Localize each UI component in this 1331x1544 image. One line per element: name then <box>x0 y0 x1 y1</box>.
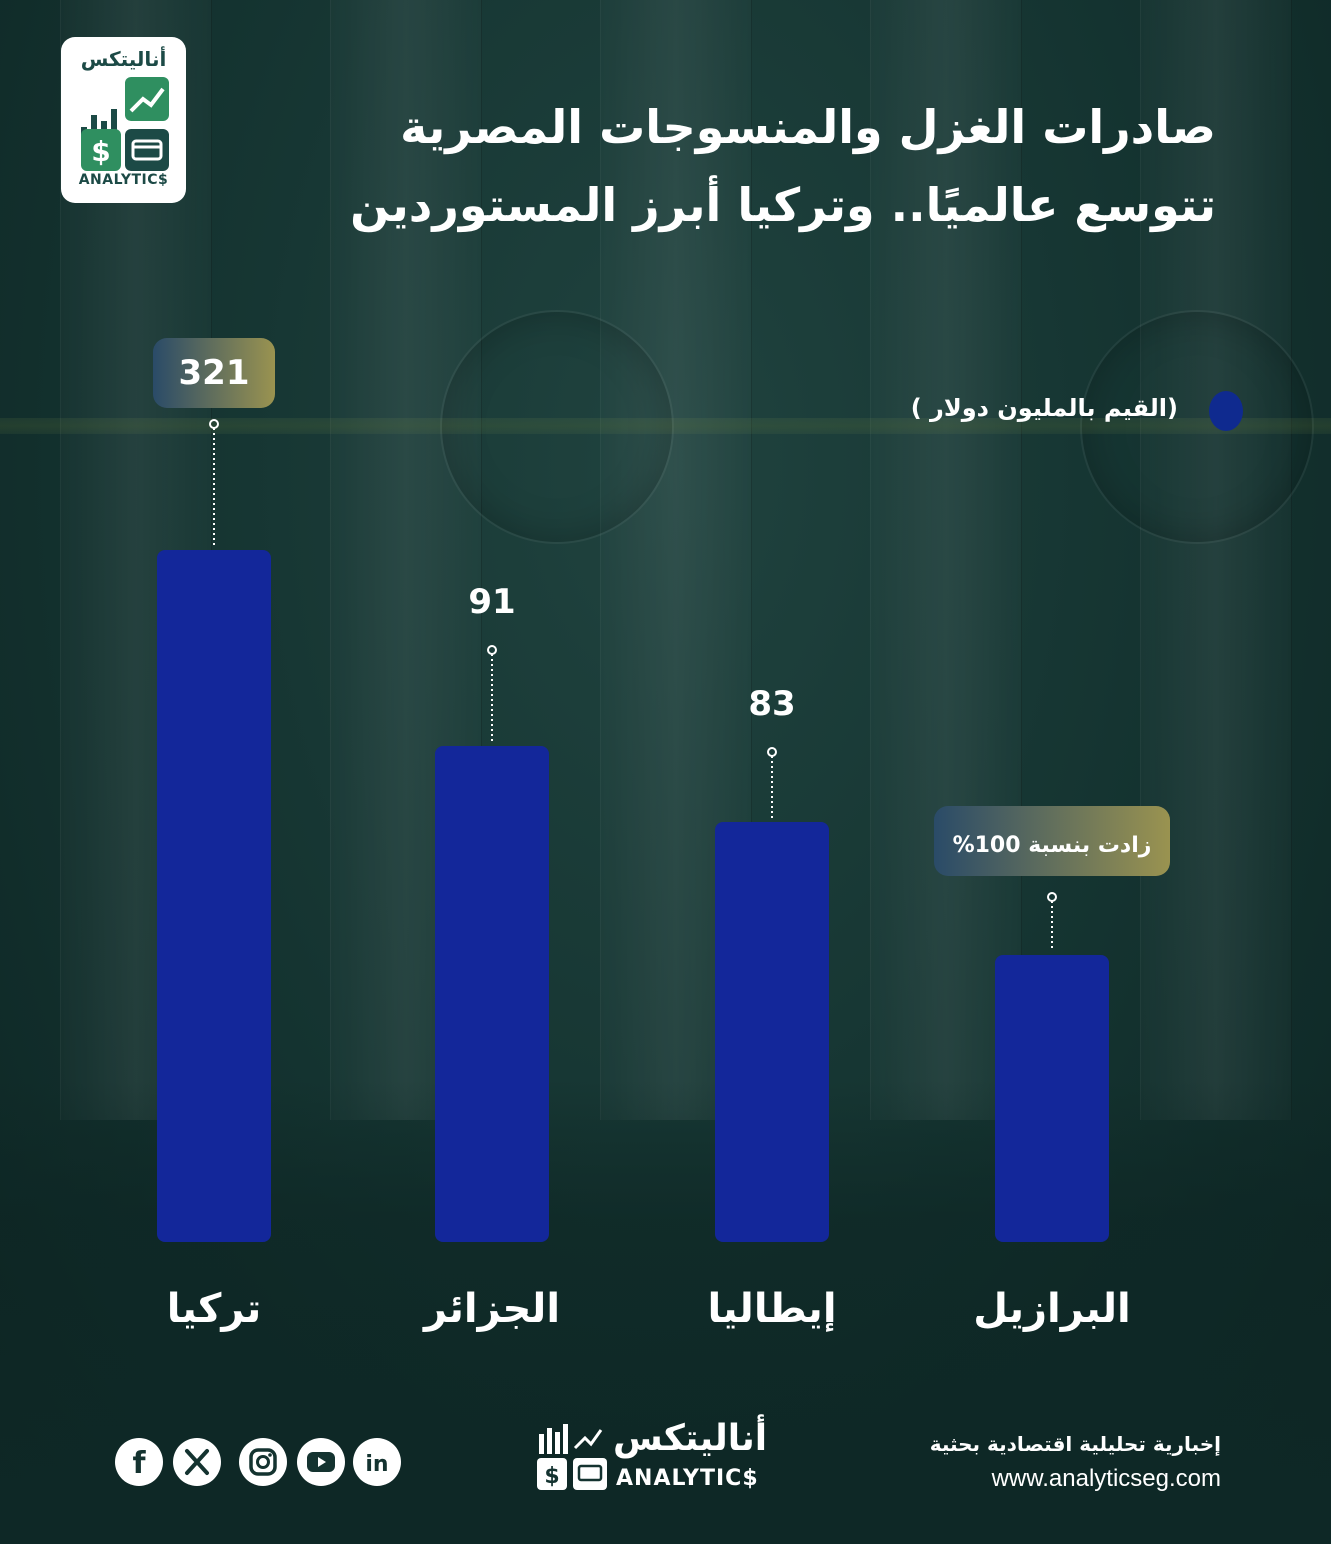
background-seal <box>440 310 674 544</box>
footer-logo-icon: $ <box>537 1424 607 1490</box>
bar-2 <box>715 822 829 1242</box>
bar-connector-dot-0 <box>209 419 219 429</box>
category-label-3: البرازيل <box>973 1286 1130 1332</box>
title-line-1: صادرات الغزل والمنسوجات المصرية <box>400 100 1216 154</box>
svg-text:$: $ <box>91 135 110 168</box>
bar-chart: 321 تركيا 91 الجزائر 83 إيطاليا زادت بنسبة 100… <box>153 338 1170 1332</box>
youtube-icon[interactable] <box>297 1438 345 1486</box>
bar-connector-dot-2 <box>767 747 777 757</box>
background-decoration <box>1140 0 1292 1120</box>
footer-logo-arabic: أناليتكس <box>613 1418 768 1459</box>
brand-logo-arabic: أناليتكس <box>80 47 167 71</box>
bar-3 <box>995 955 1109 1242</box>
svg-text:in: in <box>365 1452 388 1477</box>
legend-label: (القيم بالمليون دولار ) <box>910 394 1178 422</box>
instagram-icon[interactable] <box>239 1438 287 1486</box>
bar-connector-dot-3 <box>1047 892 1057 902</box>
background-seal <box>1080 310 1314 544</box>
background-rope <box>0 418 1331 434</box>
footer-tagline: إخبارية تحليلية اقتصادية بحثية <box>929 1432 1221 1456</box>
background-decoration <box>870 0 1022 1120</box>
facebook-icon[interactable]: f <box>115 1438 163 1486</box>
chart-logo-icon: $ <box>81 77 169 171</box>
bar-connector-dot-1 <box>487 645 497 655</box>
bar-0 <box>157 550 271 1242</box>
linkedin-icon[interactable]: in <box>353 1438 401 1486</box>
brand-logo-latin: ANALYTIC$ <box>78 172 169 188</box>
footer-logo-latin: ANALYTIC$ <box>616 1466 759 1491</box>
bar-1 <box>435 746 549 1242</box>
data-label-0: 321 <box>179 353 250 393</box>
category-label-0: تركيا <box>167 1286 262 1332</box>
category-label-1: الجزائر <box>422 1286 560 1332</box>
legend-marker <box>1209 391 1243 431</box>
x-icon[interactable] <box>173 1438 221 1486</box>
svg-text:$: $ <box>544 1464 559 1489</box>
data-label-2: 83 <box>748 684 795 724</box>
data-label-1: 91 <box>468 582 515 622</box>
category-label-2: إيطاليا <box>707 1286 836 1332</box>
brand-logo: أناليتكس $ ANALYTIC$ <box>61 37 186 203</box>
footer-url[interactable]: www.analyticseg.com <box>991 1465 1221 1492</box>
page-title: صادرات الغزل والمنسوجات المصرية تتوسع عا… <box>216 88 1216 244</box>
data-label-badge-0 <box>153 338 275 408</box>
svg-text:f: f <box>132 1446 146 1481</box>
data-label-3: زادت بنسبة 100% <box>953 833 1152 858</box>
data-label-badge-3 <box>934 806 1170 876</box>
title-line-2: تتوسع عالميًا.. وتركيا أبرز المستوردين <box>350 178 1216 232</box>
